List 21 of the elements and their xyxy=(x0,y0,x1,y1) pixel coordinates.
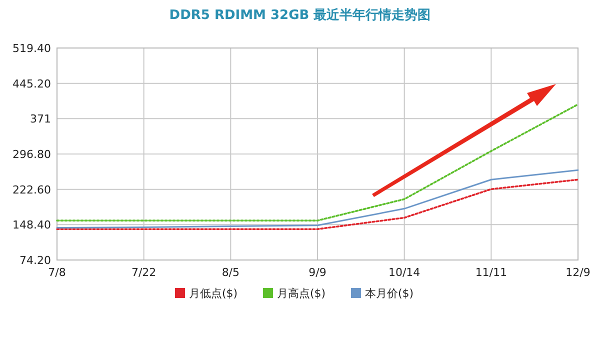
x-tick-label: 12/9 xyxy=(566,266,590,279)
x-tick-label: 11/11 xyxy=(475,266,508,279)
y-tick-label: 445.20 xyxy=(12,77,51,90)
legend-label: 月低点($) xyxy=(189,287,238,300)
x-tick-label: 7/22 xyxy=(131,266,156,279)
line-series xyxy=(56,178,579,230)
x-tick-label: 10/14 xyxy=(388,266,420,279)
legend-label: 月高点($) xyxy=(277,287,326,300)
y-tick-label: 519.40 xyxy=(12,42,51,55)
line-series xyxy=(56,169,579,228)
x-tick-label: 7/8 xyxy=(48,266,66,279)
x-tick-label: 9/9 xyxy=(308,266,326,279)
y-tick-label: 148.40 xyxy=(12,218,51,232)
y-tick-label: 74.20 xyxy=(20,254,51,267)
y-tick-label: 371 xyxy=(30,112,51,126)
y-tick-label: 296.80 xyxy=(12,148,51,161)
y-tick-label: 222.60 xyxy=(12,183,51,196)
x-tick-label: 8/5 xyxy=(222,266,240,279)
chart-title: DDR5 RDIMM 32GB 最近半年行情走势图 xyxy=(169,7,431,23)
legend-label: 本月价($) xyxy=(365,287,414,300)
line-series xyxy=(56,103,579,222)
